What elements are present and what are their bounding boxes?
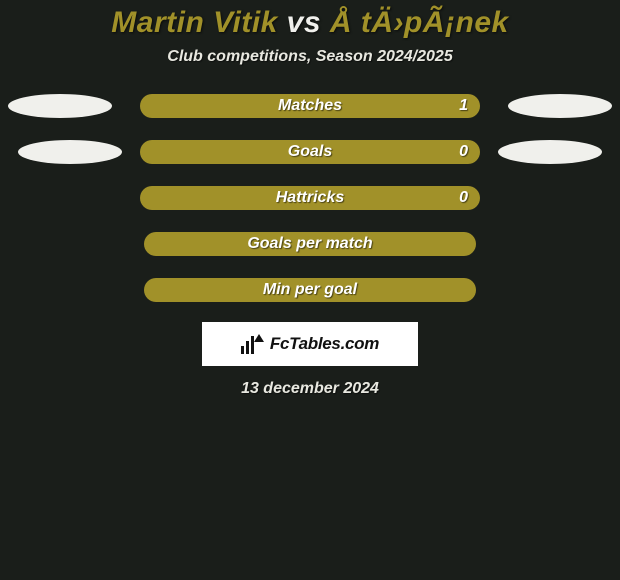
chart-icon — [241, 334, 264, 354]
page-title: Martin Vitik vs Å tÄ›pÃ¡nek — [111, 6, 508, 40]
date-label: 13 december 2024 — [241, 380, 379, 398]
stat-value: 1 — [459, 97, 468, 115]
stat-label: Hattricks — [276, 189, 344, 207]
stat-label: Matches — [278, 97, 342, 115]
stat-row: Matches 1 — [0, 94, 620, 118]
stat-row: Hattricks 0 — [0, 186, 620, 210]
stat-value: 0 — [459, 189, 468, 207]
stat-bar: Hattricks 0 — [140, 186, 480, 210]
player-right-marker — [498, 140, 602, 164]
player-left-marker — [18, 140, 122, 164]
stats-chart: Matches 1 Goals 0 Hattricks 0 Goals per match M… — [0, 94, 620, 302]
stat-bar: Matches 1 — [140, 94, 480, 118]
stat-label: Min per goal — [263, 281, 357, 299]
brand-logo: FcTables.com — [202, 322, 418, 366]
subtitle: Club competitions, Season 2024/2025 — [167, 48, 452, 66]
stat-row: Goals per match — [0, 232, 620, 256]
player-right-marker — [508, 94, 612, 118]
player-left-marker — [8, 94, 112, 118]
stat-row: Min per goal — [0, 278, 620, 302]
comparison-card: Martin Vitik vs Å tÄ›pÃ¡nek Club competi… — [0, 0, 620, 398]
stat-label: Goals per match — [247, 235, 372, 253]
stat-bar: Goals per match — [144, 232, 476, 256]
stat-bar: Goals 0 — [140, 140, 480, 164]
stat-row: Goals 0 — [0, 140, 620, 164]
stat-bar: Min per goal — [144, 278, 476, 302]
stat-value: 0 — [459, 143, 468, 161]
stat-label: Goals — [288, 143, 332, 161]
brand-name: FcTables.com — [270, 334, 379, 354]
